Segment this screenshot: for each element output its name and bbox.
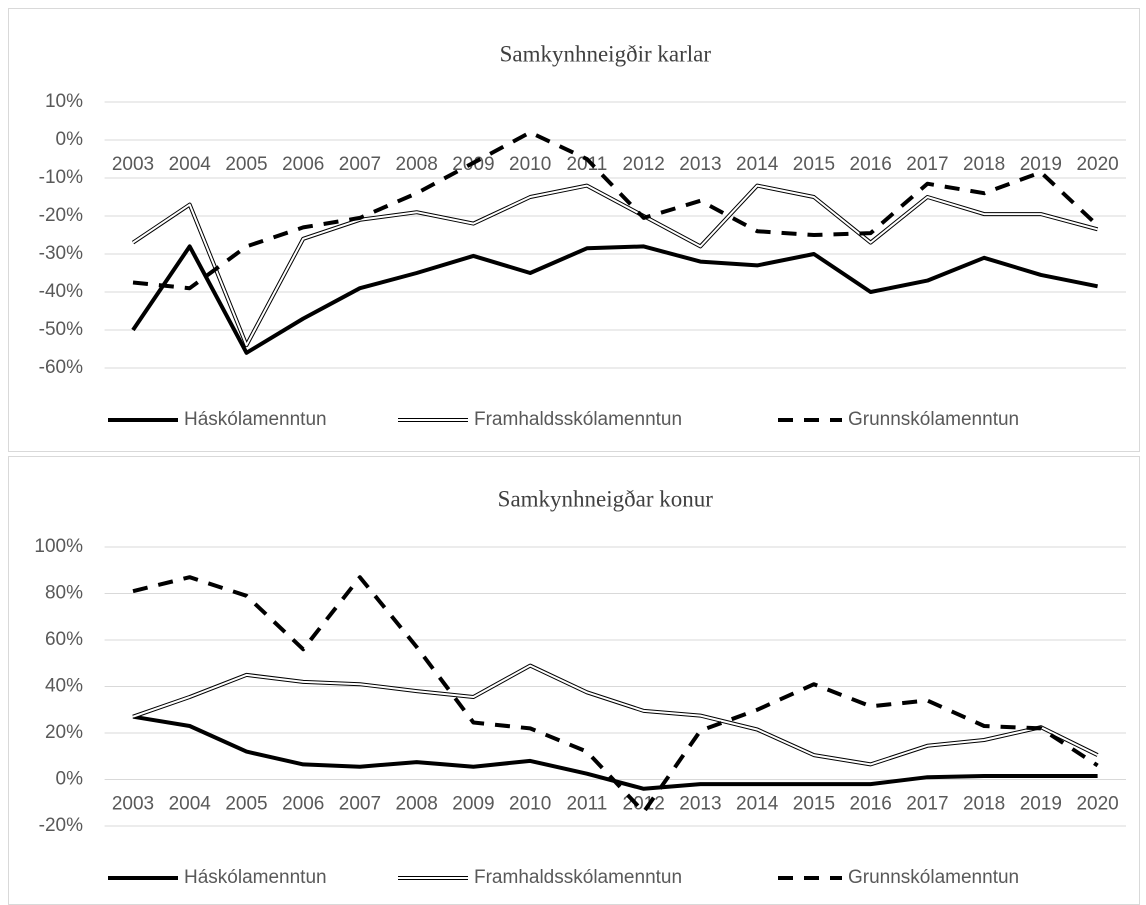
y-tick-label: 0% — [56, 769, 84, 790]
series-line — [132, 575, 1099, 814]
chart-frame — [8, 456, 1140, 905]
x-tick-label: 2005 — [225, 154, 267, 175]
y-tick-label: -30% — [39, 243, 83, 264]
y-tick-label: 100% — [34, 536, 83, 557]
x-tick-label: 2019 — [1020, 794, 1062, 815]
y-tick-label: -40% — [39, 281, 83, 302]
x-tick-label: 2006 — [282, 794, 324, 815]
y-tick-label: -10% — [39, 167, 83, 188]
x-tick-label: 2020 — [1076, 794, 1118, 815]
x-tick-label: 2020 — [1076, 154, 1118, 175]
y-tick-label: 40% — [45, 676, 83, 697]
x-tick-label: 2005 — [225, 794, 267, 815]
y-tick-label: -20% — [39, 205, 83, 226]
x-tick-label: 2015 — [793, 794, 835, 815]
y-tick-label: 60% — [45, 629, 83, 650]
x-tick-label: 2008 — [396, 154, 438, 175]
y-tick-label: -50% — [39, 319, 83, 340]
chart-title: Samkynhneigðar konur — [498, 486, 714, 511]
y-tick-label: 10% — [45, 91, 83, 112]
x-tick-label: 2007 — [339, 794, 381, 815]
legend-label: Grunnskólamenntun — [848, 867, 1019, 888]
x-tick-label: 2016 — [850, 154, 892, 175]
chart-frame — [8, 8, 1140, 452]
y-tick-label: 0% — [56, 129, 84, 150]
y-tick-label: 20% — [45, 722, 83, 743]
x-tick-label: 2008 — [396, 794, 438, 815]
x-tick-label: 2013 — [679, 794, 721, 815]
y-tick-label: 80% — [45, 583, 83, 604]
x-tick-label: 2013 — [679, 154, 721, 175]
x-tick-label: 2017 — [906, 794, 948, 815]
series-line-inner — [132, 184, 1098, 347]
x-tick-label: 2011 — [566, 154, 607, 175]
x-tick-label: 2014 — [736, 794, 779, 815]
legend-label: Háskólamenntun — [184, 409, 327, 430]
x-tick-label: 2007 — [339, 154, 381, 175]
x-tick-label: 2009 — [452, 794, 494, 815]
x-tick-label: 2015 — [793, 154, 835, 175]
x-tick-label: 2019 — [1020, 154, 1062, 175]
legend-label: Framhaldsskólamenntun — [474, 409, 682, 430]
x-tick-label: 2010 — [509, 794, 551, 815]
x-tick-label: 2016 — [850, 794, 892, 815]
x-tick-label: 2004 — [169, 154, 212, 175]
y-tick-label: -20% — [39, 815, 83, 836]
x-tick-label: 2012 — [623, 154, 665, 175]
x-tick-label: 2017 — [906, 154, 948, 175]
x-tick-label: 2018 — [963, 154, 1005, 175]
x-tick-label: 2010 — [509, 154, 551, 175]
legend-label: Framhaldsskólamenntun — [474, 867, 682, 888]
x-tick-label: 2006 — [282, 154, 324, 175]
x-tick-label: 2003 — [112, 154, 154, 175]
series-line-inner — [132, 664, 1099, 766]
y-tick-label: -60% — [39, 357, 83, 378]
x-tick-label: 2011 — [566, 794, 607, 815]
legend-label: Grunnskólamenntun — [848, 409, 1019, 430]
series-line — [131, 244, 1098, 355]
legend-label: Háskólamenntun — [184, 867, 327, 888]
x-tick-label: 2018 — [963, 794, 1005, 815]
x-tick-label: 2003 — [112, 794, 154, 815]
chart-title: Samkynhneigðir karlar — [500, 41, 712, 66]
x-tick-label: 2014 — [736, 154, 779, 175]
x-tick-label: 2004 — [169, 794, 212, 815]
